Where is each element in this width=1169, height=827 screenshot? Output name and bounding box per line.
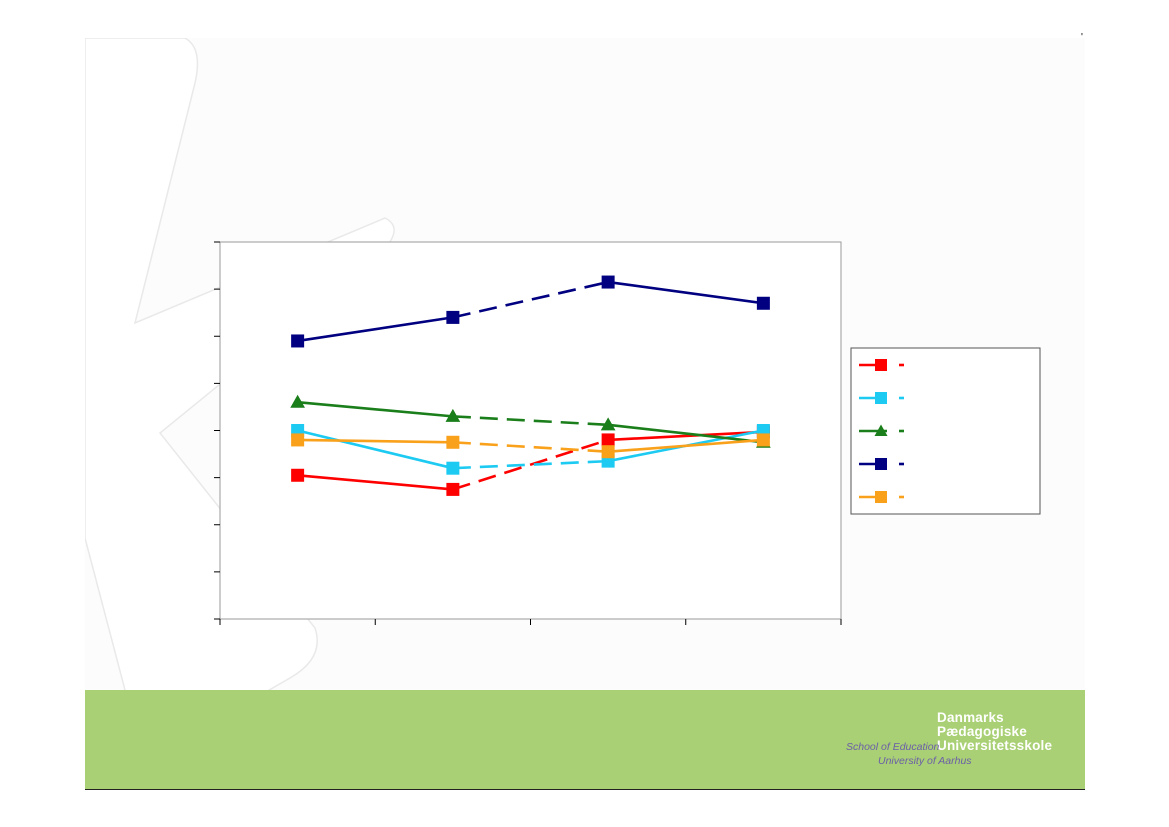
series-0-point-1 xyxy=(446,482,460,496)
series-2-segment-2 xyxy=(607,423,764,444)
logo-line-2: Pædagogiske xyxy=(937,724,1027,739)
plot-area xyxy=(219,241,842,620)
series-3-point-1 xyxy=(446,310,460,324)
footer-band xyxy=(85,690,1085,790)
legend-marker-4 xyxy=(875,491,887,503)
series-2-point-2 xyxy=(600,417,616,431)
university-logo: Danmarks Pædagogiske Universitetsskole xyxy=(937,711,1052,753)
series-2-point-1 xyxy=(445,408,461,422)
series-2-segment-0 xyxy=(297,400,453,418)
series-4-point-1 xyxy=(446,435,460,449)
series-4-point-2 xyxy=(601,445,615,459)
series-2-point-0 xyxy=(290,394,305,408)
legend-marker-1 xyxy=(875,392,887,404)
series-0-segment-1 xyxy=(452,438,609,491)
legend-marker-3 xyxy=(875,458,887,470)
chart-series xyxy=(290,275,771,496)
series-1-segment-0 xyxy=(297,429,454,470)
chart-axes xyxy=(214,241,842,625)
legend-entries xyxy=(859,359,904,503)
slide-background xyxy=(85,38,1085,790)
university-label: University of Aarhus xyxy=(878,755,972,767)
logo-line-3: Universitetsskole xyxy=(937,738,1053,753)
logo-line-1: Danmarks xyxy=(937,710,1004,725)
school-of-education-label: School of Education xyxy=(846,741,940,753)
series-3-point-3 xyxy=(756,296,770,310)
line-chart xyxy=(214,241,1041,625)
series-4-segment-0 xyxy=(297,438,453,444)
series-4-segment-2 xyxy=(608,438,764,454)
series-0-segment-0 xyxy=(297,473,453,491)
series-3-segment-2 xyxy=(607,280,764,305)
series-3-point-0 xyxy=(291,334,305,348)
series-4-point-3 xyxy=(756,433,770,447)
series-4-point-0 xyxy=(291,433,305,447)
series-1-point-1 xyxy=(446,461,460,475)
series-3-segment-0 xyxy=(297,316,454,343)
legend-marker-2 xyxy=(874,424,888,436)
series-0-point-2 xyxy=(601,433,615,447)
series-3-point-2 xyxy=(601,275,615,289)
series-0-point-0 xyxy=(291,468,305,482)
footer-divider xyxy=(85,789,1085,790)
series-0-segment-2 xyxy=(608,430,764,442)
legend-marker-0 xyxy=(875,359,887,371)
corner-mark: ' xyxy=(1081,32,1083,43)
